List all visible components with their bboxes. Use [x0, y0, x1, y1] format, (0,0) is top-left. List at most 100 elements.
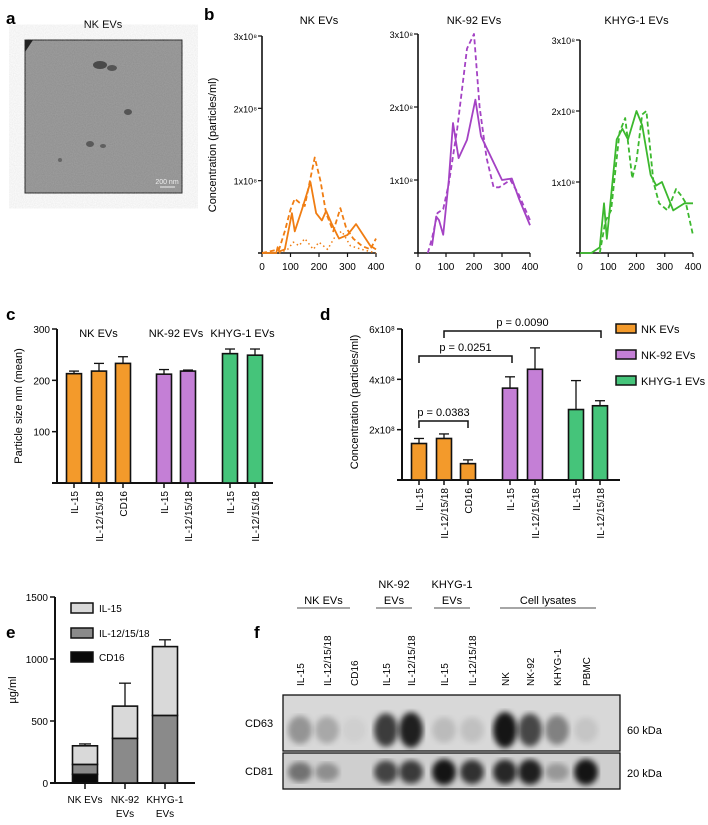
band [432, 759, 456, 785]
lane-label: IL-15 [382, 663, 393, 686]
panel-label-c: c [6, 305, 15, 324]
x-tick-label: 400 [685, 262, 702, 273]
x-tick-label: 400 [368, 262, 385, 273]
blot-group-label: Cell lysates [520, 595, 577, 607]
x-tick-label: IL-15 [506, 488, 517, 511]
bar [526, 368, 544, 481]
bar [114, 362, 132, 484]
band [574, 759, 598, 785]
y-tick-label: 2x10⁸ [369, 426, 395, 437]
x-tick-label: 200 [466, 262, 483, 273]
y-tick-label: 2x10⁸ [234, 104, 258, 114]
blot-row-label: CD81 [245, 766, 273, 778]
x-tick-label: IL-12/15/18 [184, 491, 195, 542]
legend-label: IL-12/15/18 [99, 629, 150, 640]
blot-border [282, 752, 621, 790]
lane-label: PBMC [582, 657, 593, 686]
legend-label: NK-92 EVs [641, 350, 696, 362]
y-tick-label: 3x10⁸ [234, 32, 258, 42]
x-tick-label: IL-15 [415, 488, 426, 511]
series-line-solid [262, 181, 377, 254]
x-tick-label: IL-15 [572, 488, 583, 511]
x-tick-label: 0 [577, 262, 583, 273]
blot-group-label: NK EVs [304, 595, 343, 607]
significance-bracket: p = 0.0090 [443, 317, 602, 338]
bar [221, 352, 239, 484]
y-axis-label: Particle size nm (mean) [13, 348, 25, 464]
stacked-segment [71, 763, 99, 776]
y-tick-label: 2x10⁸ [552, 107, 576, 117]
y-tick-label: 1500 [26, 593, 49, 604]
stacked-segment [71, 773, 99, 784]
legend-item: IL-15 [70, 602, 122, 615]
x-tick-label: 100 [438, 262, 455, 273]
bar [567, 408, 585, 481]
band [432, 717, 456, 743]
y-tick-label: 0 [42, 779, 48, 790]
series-line-dashed [261, 156, 377, 254]
x-tick-label: KHYG-1 [146, 795, 184, 806]
blot-group-label: EVs [384, 595, 405, 607]
x-tick-label: IL-12/15/18 [440, 488, 451, 539]
group-title: NK-92 EVs [149, 328, 204, 340]
lane-label: IL-15 [440, 663, 451, 686]
x-tick-label: CD16 [119, 491, 130, 517]
bar [501, 387, 519, 481]
subplot-title: NK-92 EVs [447, 15, 502, 27]
significance-bracket: p = 0.0251 [418, 342, 513, 363]
group-title: NK EVs [79, 328, 118, 340]
bracket-line [418, 420, 469, 428]
lane-label: NK [501, 672, 512, 686]
legend-label: NK EVs [641, 324, 680, 336]
subplot-1: NK-92 EVs 0 100 200 300 400 1x10⁸ 2x10⁸ 3x10⁸ [390, 15, 539, 273]
bar [410, 442, 428, 481]
x-tick-label: CD16 [464, 488, 475, 514]
legend-item: KHYG-1 EVs [615, 375, 706, 388]
legend-label: CD16 [99, 653, 125, 664]
blot-group-label: NK-92 [378, 579, 409, 591]
panel-label-b: b [204, 5, 214, 24]
panel-label-e: e [6, 623, 15, 642]
legend-swatch [615, 349, 637, 360]
series-line-dashed [426, 33, 531, 254]
x-tick-label: EVs [156, 809, 174, 820]
bar [459, 462, 477, 481]
subplot-0: NK EVs 0 100 200 300 400 1x10⁸ 2x10⁸ 3x10⁸ [234, 15, 385, 273]
band [374, 760, 398, 784]
series-line-dashed [598, 110, 694, 254]
lane-label: IL-12/15/18 [323, 635, 334, 686]
lane-label: IL-12/15/18 [407, 635, 418, 686]
x-tick-label: IL-12/15/18 [596, 488, 607, 539]
band [518, 759, 542, 785]
x-tick-label: 400 [522, 262, 539, 273]
x-tick-label: NK-92 [111, 795, 140, 806]
y-tick-label: 1x10⁸ [390, 176, 414, 186]
y-tick-label: 3x10⁸ [552, 36, 576, 46]
panel-label-d: d [320, 305, 330, 324]
band [399, 760, 423, 784]
p-value-label: p = 0.0090 [496, 317, 548, 329]
y-axis-label: Concentration (particles/ml) [349, 335, 361, 470]
stacked-segment [111, 737, 139, 784]
bar [435, 437, 453, 481]
subplot-title: KHYG-1 EVs [604, 15, 669, 27]
lane-label: IL-15 [296, 663, 307, 686]
subplot-title: NK EVs [300, 15, 339, 27]
x-tick-label: IL-12/15/18 [531, 488, 542, 539]
band [288, 715, 312, 745]
band [493, 759, 517, 785]
y-axis-label: µg/ml [7, 676, 19, 703]
subplot-2: KHYG-1 EVs 0 100 200 300 400 1x10⁸ 2x10⁸ 3x10⁸ [552, 15, 702, 273]
blot-group-label: KHYG-1 [432, 579, 473, 591]
blot-row-CD81: CD81 20 kDa [245, 752, 663, 790]
y-tick-label: 1000 [26, 655, 49, 666]
molecular-weight-label: 60 kDa [627, 725, 663, 737]
series-line-solid [431, 98, 531, 246]
bar [155, 373, 173, 484]
scale-bar-label: 200 nm [155, 179, 179, 186]
bar [179, 370, 197, 484]
band [315, 716, 339, 744]
x-tick-label: EVs [116, 809, 134, 820]
band [399, 712, 423, 748]
band [288, 762, 312, 782]
